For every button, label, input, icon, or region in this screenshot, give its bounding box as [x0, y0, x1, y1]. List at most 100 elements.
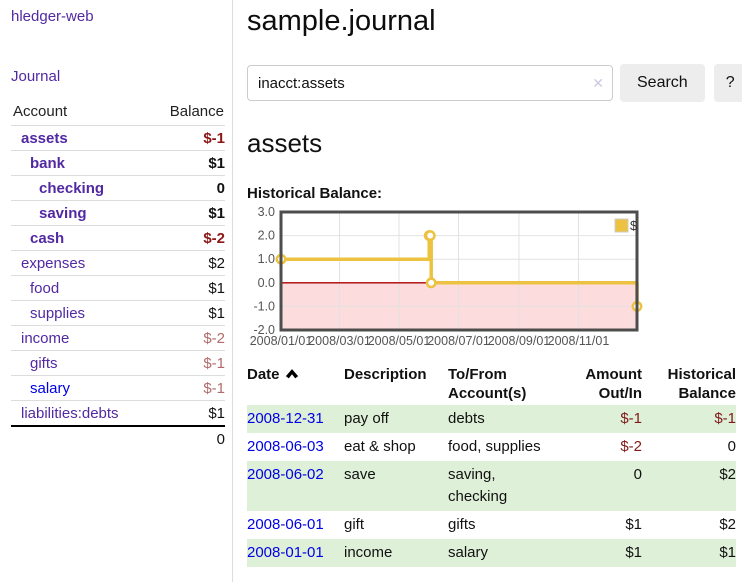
svg-text:1.0: 1.0	[258, 252, 275, 266]
data-point-marker	[424, 230, 436, 242]
account-row: income $-2	[11, 325, 225, 351]
account-balance: $-1	[203, 129, 225, 147]
svg-text:2008/11/01: 2008/11/01	[548, 334, 610, 348]
transaction-accounts: debts	[448, 410, 485, 427]
chart-legend: $	[614, 218, 638, 233]
register-row: 2008-06-02 save saving, checking 0 $2	[247, 461, 736, 511]
accounts-total-value: 0	[150, 425, 225, 452]
search-button[interactable]: Search	[620, 64, 705, 102]
account-row: gifts $-1	[11, 350, 225, 376]
account-row: cash $-2	[11, 225, 225, 251]
transaction-accounts: gifts	[448, 516, 476, 533]
transaction-description: save	[344, 466, 376, 483]
account-row: salary $-1	[11, 375, 225, 401]
account-link[interactable]: expenses	[21, 254, 86, 272]
accounts-total-spacer	[11, 425, 151, 452]
help-button[interactable]: ?	[713, 64, 742, 102]
account-balance: $1	[208, 279, 225, 297]
transaction-description: income	[344, 544, 393, 561]
transaction-description: eat & shop	[344, 438, 416, 455]
account-balance: $-1	[203, 379, 225, 397]
account-row: expenses $2	[11, 250, 225, 276]
accounts-header-account: Account	[13, 103, 68, 120]
svg-text:3.0: 3.0	[258, 205, 275, 219]
account-link[interactable]: supplies	[30, 304, 86, 322]
transaction-date-link[interactable]: 2008-06-02	[247, 466, 324, 483]
register-row: 2008-01-01 income salary $1 $1	[247, 539, 736, 567]
account-link[interactable]: checking	[39, 179, 105, 197]
register-header-accounts[interactable]: To/From Account(s)	[448, 366, 527, 402]
transaction-date-link[interactable]: 2008-01-01	[247, 544, 324, 561]
account-link[interactable]: bank	[30, 154, 66, 172]
accounts-header-balance: Balance	[169, 103, 224, 120]
chart-title: Historical Balance:	[247, 185, 383, 202]
account-row: liabilities:debts $1	[11, 400, 225, 427]
account-row: food $1	[11, 275, 225, 301]
svg-text:2008/03/01: 2008/03/01	[308, 334, 371, 348]
account-link[interactable]: gifts	[30, 354, 58, 372]
account-link[interactable]: assets	[21, 129, 68, 147]
account-link[interactable]: income	[21, 329, 70, 347]
register-row: 2008-12-31 pay off debts $-1 $-1	[247, 405, 736, 433]
clear-search-icon[interactable]: ✕	[592, 75, 604, 91]
account-balance: $1	[208, 404, 225, 422]
account-row: supplies $1	[11, 300, 225, 326]
sidebar-item-journal[interactable]: Journal	[11, 68, 61, 85]
svg-text:$: $	[630, 218, 638, 233]
search-form: ✕ Search ?	[247, 64, 742, 102]
register-header-amount[interactable]: Amount Out/In	[585, 366, 642, 402]
transaction-accounts: food, supplies	[448, 438, 541, 455]
svg-text:2008/07/01: 2008/07/01	[427, 334, 490, 348]
account-row: bank $1	[11, 150, 225, 176]
svg-text:2.0: 2.0	[258, 229, 275, 243]
historical-balance-chart[interactable]: $3.0 2.0 1.0 0.0 -1.0 -2.0 2008/01/01 2008/03/0…	[247, 205, 742, 351]
account-row: checking 0	[11, 175, 225, 201]
svg-text:-2.0: -2.0	[253, 323, 275, 337]
account-balance: $-2	[203, 329, 225, 347]
svg-text:2008/01/01: 2008/01/01	[250, 334, 313, 348]
account-link[interactable]: liabilities:debts	[21, 404, 119, 422]
transaction-balance: $2	[719, 516, 736, 533]
register-row: 2008-06-01 gift gifts $1 $2	[247, 511, 736, 539]
transaction-amount: 0	[633, 466, 642, 483]
search-input-wrap: ✕	[247, 65, 613, 101]
register-header-description[interactable]: Description	[344, 366, 427, 383]
accounts-total-row: 0	[11, 425, 225, 452]
chevron-up-icon	[285, 369, 298, 379]
accounts-table: Account Balance assets $-1 bank $1 check…	[11, 100, 225, 452]
transaction-description: gift	[344, 516, 365, 533]
register-header-row: Date Description To/From Account(s) Amou…	[247, 363, 736, 405]
accounts-header-row: Account Balance	[11, 100, 225, 126]
account-link[interactable]: cash	[30, 229, 65, 247]
transaction-date-link[interactable]: 2008-12-31	[247, 410, 324, 427]
account-link[interactable]: food	[30, 279, 60, 297]
account-link[interactable]: saving	[39, 204, 87, 222]
account-balance: 0	[216, 179, 225, 197]
svg-text:2008/05/01: 2008/05/01	[368, 334, 431, 348]
chart-svg: $3.0 2.0 1.0 0.0 -1.0 -2.02008/01/012008/03/0…	[250, 205, 643, 348]
account-link[interactable]: salary	[30, 379, 71, 397]
data-point-marker	[425, 277, 437, 289]
transaction-date-link[interactable]: 2008-06-03	[247, 438, 324, 455]
register-row: 2008-06-03 eat & shop food, supplies $-2…	[247, 433, 736, 461]
transaction-accounts: saving, checking	[448, 466, 508, 505]
plot-border	[279, 210, 639, 332]
transaction-date-link[interactable]: 2008-06-01	[247, 516, 324, 533]
transaction-balance: $1	[719, 544, 736, 561]
register-header-balance[interactable]: Historical Balance	[667, 366, 736, 402]
register-header-date[interactable]: Date	[247, 363, 344, 405]
app-title-link[interactable]: hledger-web	[11, 8, 94, 25]
transaction-amount: $1	[625, 516, 642, 533]
search-input[interactable]	[247, 65, 613, 101]
transaction-balance: $-1	[714, 410, 736, 427]
svg-text:0.0: 0.0	[258, 276, 275, 290]
transaction-description: pay off	[344, 410, 389, 427]
transaction-balance: 0	[727, 438, 736, 455]
transaction-amount: $-2	[620, 438, 642, 455]
svg-text:-1.0: -1.0	[253, 299, 275, 313]
account-balance: $-1	[203, 354, 225, 372]
transaction-accounts: salary	[448, 544, 489, 561]
account-balance: $1	[208, 304, 225, 322]
main-content: sample.journal ✕ Search ? assets Histori…	[233, 0, 742, 582]
